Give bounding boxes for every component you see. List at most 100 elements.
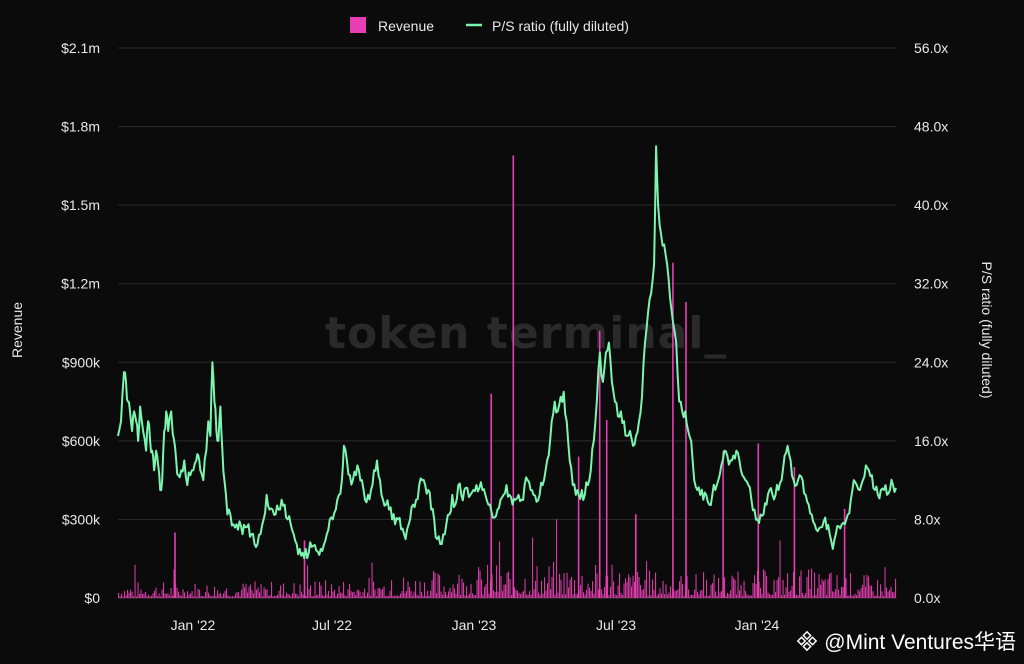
revenue-bar — [700, 590, 702, 598]
revenue-bar — [608, 594, 610, 598]
revenue-bar — [572, 594, 574, 598]
revenue-bar — [826, 595, 828, 598]
revenue-bar — [598, 330, 601, 598]
revenue-bar — [283, 583, 285, 598]
revenue-bar — [230, 596, 232, 598]
revenue-bar — [434, 572, 436, 598]
revenue-bar — [590, 591, 592, 598]
revenue-bar — [392, 595, 394, 598]
revenue-bar — [442, 594, 444, 598]
revenue-bar — [770, 595, 772, 598]
revenue-bar — [235, 593, 237, 598]
revenue-bar — [143, 593, 145, 598]
revenue-bar — [406, 590, 408, 598]
revenue-bar — [494, 591, 496, 598]
revenue-bar — [505, 584, 507, 598]
revenue-bar — [853, 595, 855, 598]
left-axis-title: Revenue — [9, 302, 25, 358]
revenue-bar — [718, 577, 720, 598]
revenue-bar — [259, 592, 261, 598]
revenue-bar — [140, 589, 142, 598]
left-tick-label: $2.1m — [61, 40, 100, 56]
revenue-bar — [346, 596, 348, 598]
revenue-bar — [623, 583, 625, 598]
revenue-bar — [626, 581, 628, 598]
revenue-bar — [554, 594, 556, 598]
revenue-bar — [724, 577, 726, 598]
revenue-bar — [511, 594, 513, 598]
revenue-bar — [278, 590, 280, 598]
revenue-bar — [755, 584, 757, 598]
revenue-bar — [455, 593, 457, 598]
revenue-bar — [782, 580, 784, 598]
revenue-bar — [299, 584, 301, 598]
revenue-bar — [266, 589, 268, 598]
right-tick-label: 8.0x — [914, 511, 940, 527]
revenue-bar — [653, 589, 655, 598]
revenue-bar — [379, 587, 381, 598]
revenue-bar — [734, 579, 736, 598]
revenue-bar — [776, 580, 778, 598]
revenue-bar — [317, 594, 319, 598]
revenue-bar — [184, 592, 186, 598]
revenue-bar — [508, 571, 510, 598]
revenue-bar — [688, 589, 690, 598]
revenue-bar — [544, 577, 546, 598]
revenue-bar — [556, 519, 558, 598]
revenue-bar — [182, 589, 184, 598]
revenue-bar — [817, 588, 819, 598]
revenue-bar — [130, 589, 132, 598]
x-tick-label: Jan '24 — [735, 617, 780, 633]
revenue-bar — [185, 596, 187, 598]
revenue-bar — [268, 595, 270, 598]
revenue-bar — [409, 586, 411, 598]
revenue-bar — [232, 596, 234, 598]
revenue-bar — [536, 566, 538, 598]
revenue-bar — [194, 584, 196, 598]
revenue-bar — [740, 584, 742, 598]
revenue-bar — [224, 590, 226, 598]
revenue-bar — [787, 573, 789, 598]
revenue-bar — [391, 580, 393, 598]
revenue-bar — [367, 592, 369, 598]
revenue-bar — [151, 595, 153, 598]
revenue-bar — [394, 595, 396, 598]
revenue-bar — [467, 595, 469, 598]
revenue-bar — [247, 592, 249, 598]
revenue-bar — [832, 591, 834, 598]
revenue-bar — [203, 596, 205, 598]
revenue-bar — [215, 596, 217, 598]
revenue-bar — [520, 594, 522, 598]
revenue-bar — [779, 540, 781, 598]
revenue-bar — [325, 580, 327, 598]
revenue-bar — [674, 591, 676, 598]
revenue-bar — [548, 566, 550, 598]
revenue-bar — [371, 562, 373, 598]
revenue-bar — [701, 589, 703, 598]
revenue-bar — [136, 596, 138, 598]
revenue-bar — [271, 581, 273, 598]
revenue-bar — [275, 595, 277, 598]
revenue-bar — [563, 573, 565, 598]
revenue-bar — [602, 594, 604, 598]
revenue-bar — [614, 594, 616, 598]
revenue-bar — [302, 594, 304, 598]
revenue-bar — [524, 578, 526, 598]
revenue-bar — [310, 585, 312, 598]
revenue-bar — [814, 572, 816, 598]
revenue-bar — [644, 579, 646, 598]
ps-ratio-line — [117, 145, 897, 560]
revenue-bar — [125, 595, 127, 598]
revenue-bar — [827, 578, 829, 598]
revenue-bar — [587, 583, 589, 598]
revenue-bar — [683, 595, 685, 598]
revenue-bar — [890, 586, 892, 598]
revenue-bar — [823, 581, 825, 598]
revenue-bar — [790, 590, 792, 598]
revenue-bar — [269, 595, 271, 598]
revenue-bar — [773, 579, 775, 598]
revenue-bar — [452, 584, 454, 598]
revenue-bar — [865, 586, 867, 598]
revenue-bar — [303, 540, 306, 598]
revenue-bar — [850, 573, 852, 598]
